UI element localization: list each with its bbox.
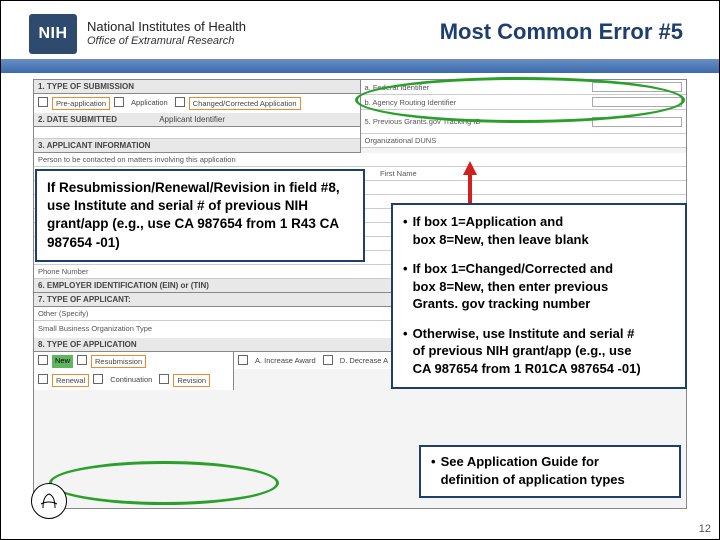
checkbox-icon — [175, 97, 185, 107]
callout-left-text: If Resubmission/Renewal/Revision in fiel… — [47, 180, 340, 250]
bullet-3: Otherwise, use Institute and serial # of … — [403, 325, 675, 378]
opt-renewal: Renewal — [52, 374, 89, 387]
duns-label: Organizational DUNS — [365, 136, 683, 145]
fed-id-label: a. Federal Identifier — [365, 83, 589, 92]
r4a: See Application Guide for — [441, 454, 599, 469]
opt-cont: Continuation — [107, 374, 155, 387]
phone-label: Phone Number — [38, 267, 360, 276]
checkbox-icon — [238, 355, 248, 365]
sect1-options: Pre-application Application Changed/Corr… — [34, 94, 360, 113]
applicant-id-label: Applicant Identifier — [159, 115, 225, 124]
r3c: CA 987654 from 1 R01CA 987654 -01) — [413, 361, 641, 376]
r3a: Otherwise, use Institute and serial # — [413, 326, 635, 341]
r1a: If box 1=Application and — [413, 214, 564, 229]
checkbox-icon — [77, 355, 87, 365]
pdpi-title: Person to be contacted on matters involv… — [38, 155, 682, 164]
tracking-field — [592, 117, 682, 127]
org-name: National Institutes of Health Office of … — [87, 19, 246, 47]
nih-logo-icon: NIH — [29, 14, 77, 54]
opt-new: New — [52, 355, 73, 368]
opt-preapp: Pre-application — [52, 97, 110, 110]
sect2-title: 2. DATE SUBMITTED Applicant Identifier — [34, 113, 360, 127]
header: NIH National Institutes of Health Office… — [1, 1, 719, 59]
sect3-title: 3. APPLICANT INFORMATION — [34, 139, 360, 153]
callout-right: If box 1=Application and box 8=New, then … — [391, 203, 687, 389]
fed-id-field — [592, 82, 682, 92]
hhs-logo-icon — [31, 483, 67, 519]
checkbox-icon — [38, 374, 48, 384]
opt-resub: Resubmission — [91, 355, 146, 368]
bullet-1: If box 1=Application and box 8=New, then … — [403, 213, 675, 248]
tracking-row: 5. Previous Grants.gov Tracking ID — [361, 110, 687, 134]
checkbox-icon — [159, 374, 169, 384]
r4b: definition of application types — [441, 472, 625, 487]
sect1-title: 1. TYPE OF SUBMISSION — [34, 80, 360, 94]
increase-label: A. Increase Award — [252, 355, 319, 366]
opt-changed: Changed/Corrected Application — [189, 97, 301, 110]
blank-row — [34, 127, 360, 139]
duns-row: Organizational DUNS — [361, 134, 687, 148]
agency-field — [592, 97, 682, 107]
checkbox-icon — [38, 97, 48, 107]
slide-title: Most Common Error #5 — [440, 19, 683, 45]
decrease-label: D. Decrease A — [337, 355, 391, 366]
bullet-4: See Application Guide for definition of a… — [431, 453, 669, 488]
checkbox-icon — [38, 355, 48, 365]
r3b: of previous NIH grant/app (e.g., use — [413, 343, 632, 358]
header-bar — [1, 59, 719, 73]
agency-routing-row: b. Agency Routing Identifier — [361, 95, 687, 110]
org-line2: Office of Extramural Research — [87, 35, 246, 47]
checkbox-icon — [323, 355, 333, 365]
checkbox-icon — [93, 374, 103, 384]
r2a: If box 1=Changed/Corrected and — [413, 261, 613, 276]
r2b: box 8=New, then enter previous — [413, 279, 609, 294]
sect8-row1: New Resubmission — [34, 352, 233, 371]
fed-id-row: a. Federal Identifier — [361, 80, 687, 95]
org-line1: National Institutes of Health — [87, 19, 246, 34]
opt-app: Application — [128, 97, 171, 110]
opt-revision: Revision — [173, 374, 210, 387]
r1b: box 8=New, then leave blank — [413, 232, 589, 247]
sect2-label: 2. DATE SUBMITTED — [38, 115, 117, 124]
tracking-label: 5. Previous Grants.gov Tracking ID — [365, 117, 589, 126]
callout-bottom: See Application Guide for definition of a… — [419, 445, 681, 498]
arrow-up-icon — [463, 161, 477, 175]
callout-left: If Resubmission/Renewal/Revision in fiel… — [35, 169, 365, 262]
sect8-row2: Renewal Continuation Revision — [34, 371, 233, 390]
bullet-2: If box 1=Changed/Corrected and box 8=New,… — [403, 260, 675, 313]
checkbox-icon — [114, 97, 124, 107]
page-number: 12 — [699, 523, 711, 535]
r2c: Grants. gov tracking number — [413, 296, 591, 311]
agency-label: b. Agency Routing Identifier — [365, 98, 589, 107]
firstname-label: First Name — [380, 169, 682, 178]
arrow-stem — [468, 175, 472, 205]
